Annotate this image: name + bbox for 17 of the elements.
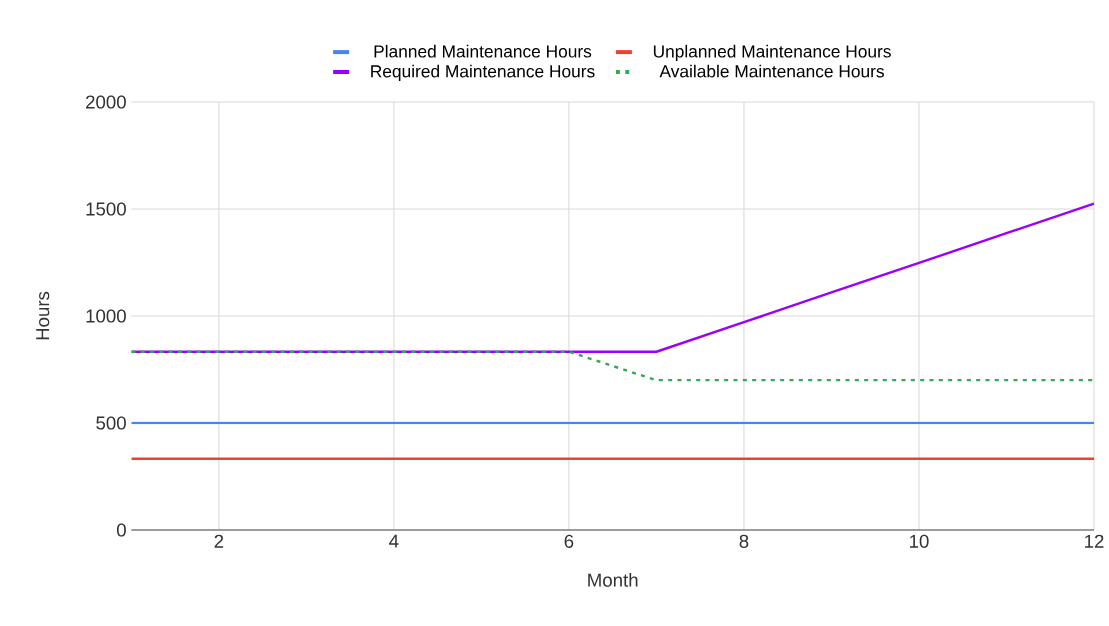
x-tick-label: 6 (564, 534, 574, 548)
y-tick-label: 500 (96, 416, 126, 430)
legend-label: Available Maintenance Hours (659, 64, 884, 78)
y-tick-label: 1000 (86, 309, 126, 323)
legend-label: Planned Maintenance Hours (374, 44, 592, 58)
x-tick-label: 10 (910, 534, 929, 548)
x-axis-title: Month (588, 573, 638, 587)
y-tick-label: 1500 (86, 202, 126, 216)
legend-label: Unplanned Maintenance Hours (653, 44, 891, 61)
x-tick-label: 12 (1085, 534, 1104, 548)
y-tick-label: 2000 (86, 95, 126, 109)
x-tick-label: 4 (389, 534, 399, 548)
y-axis-title: Hours (36, 291, 50, 340)
legend-label: Required Maintenance Hours (371, 64, 595, 81)
x-tick-label: 2 (214, 534, 224, 548)
x-tick-label: 8 (739, 534, 749, 548)
y-tick-label: 0 (116, 523, 126, 537)
